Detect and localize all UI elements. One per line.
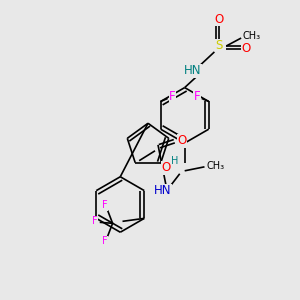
Text: O: O <box>161 161 170 174</box>
Text: O: O <box>215 13 224 26</box>
Text: F: F <box>92 216 98 226</box>
Text: O: O <box>242 42 251 56</box>
Text: HN: HN <box>184 64 201 77</box>
Text: H: H <box>171 156 178 166</box>
Text: F: F <box>102 236 107 246</box>
Text: F: F <box>102 200 107 211</box>
Text: F: F <box>169 90 176 103</box>
Text: HN: HN <box>154 184 172 197</box>
Text: S: S <box>216 40 223 52</box>
Text: F: F <box>194 90 200 103</box>
Text: CH₃: CH₃ <box>206 161 224 171</box>
Text: O: O <box>177 134 186 147</box>
Text: CH₃: CH₃ <box>243 31 261 41</box>
